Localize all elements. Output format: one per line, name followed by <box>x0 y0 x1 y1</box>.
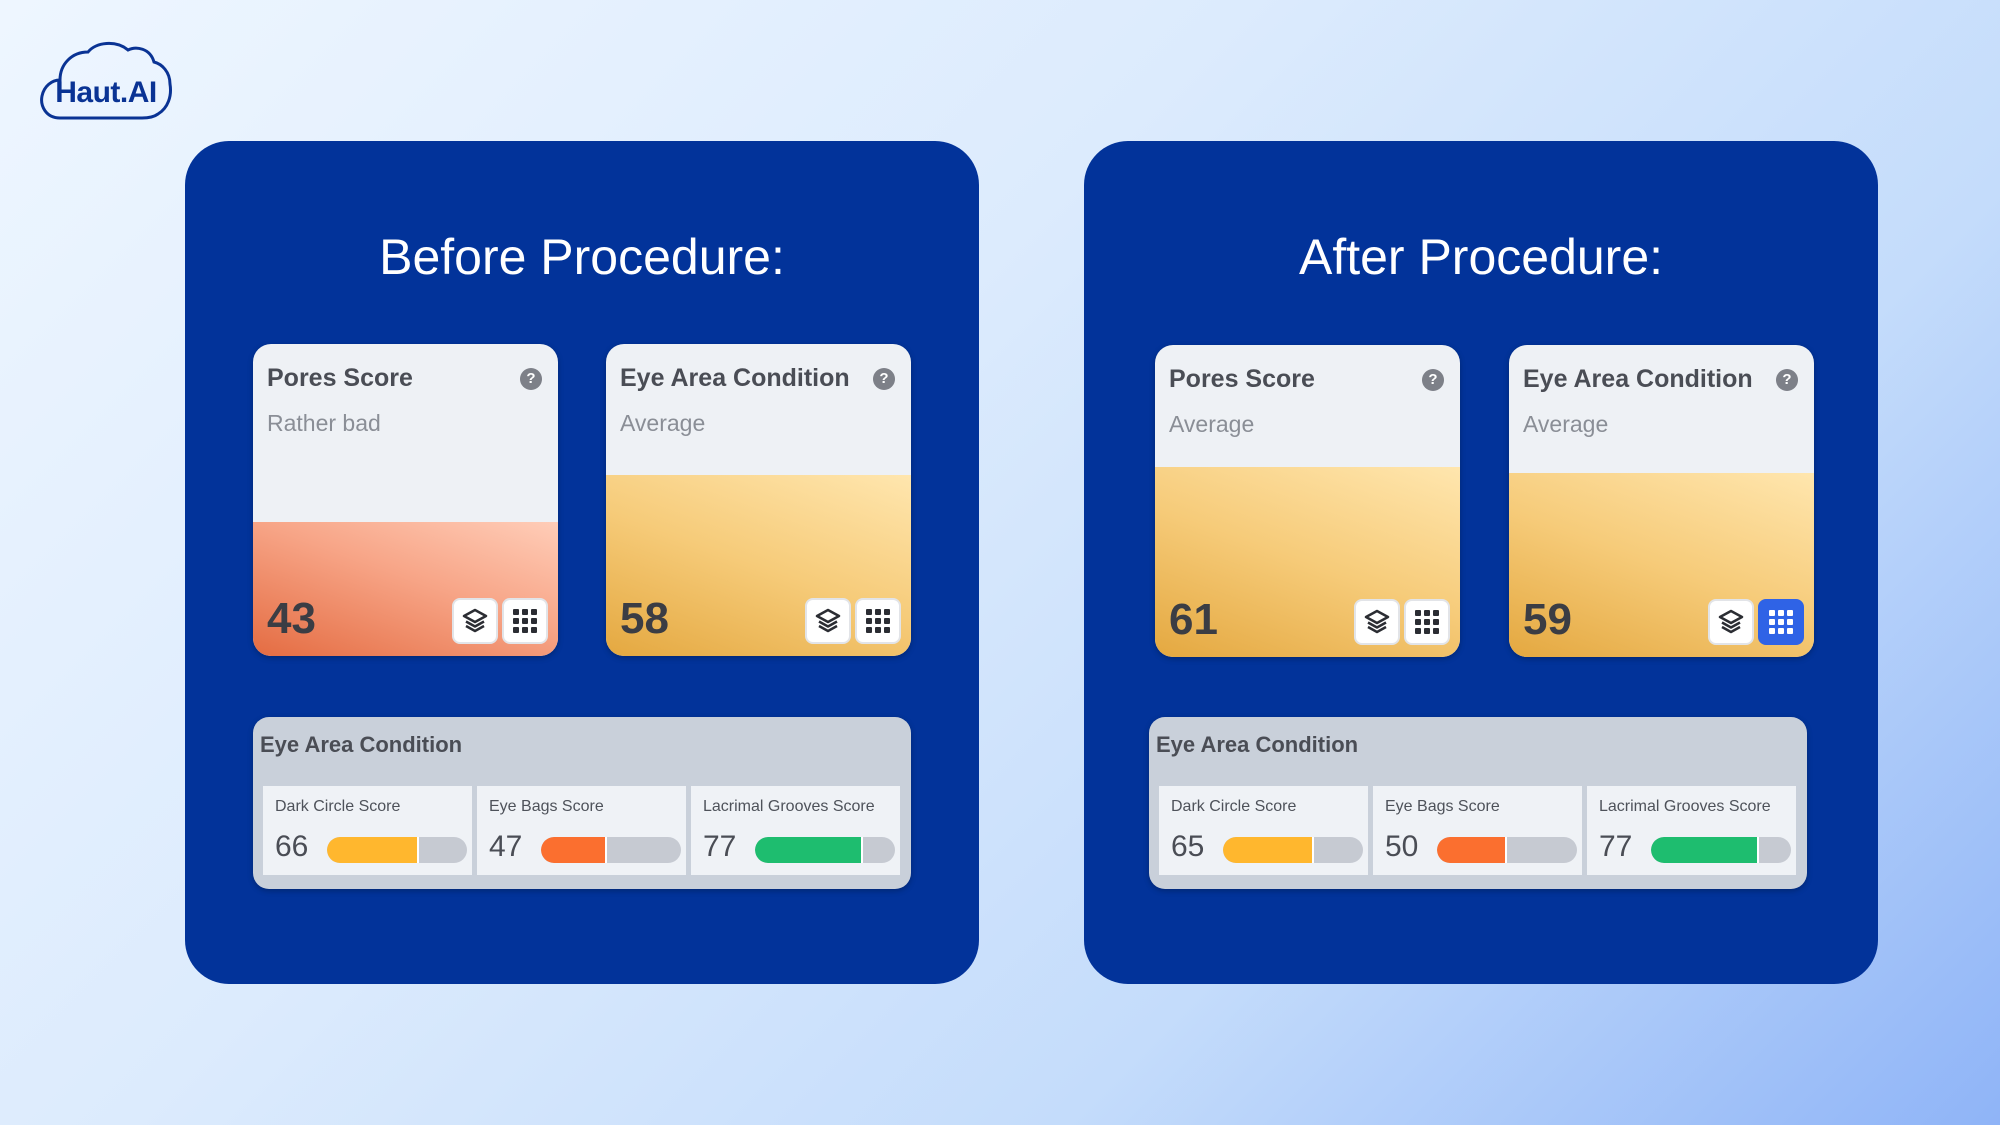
detail-title: Eye Area Condition <box>1156 732 1359 757</box>
after-procedure-panel: After Procedure: Pores Score ? Average 6… <box>1084 141 1878 984</box>
metric-label: Lacrimal Grooves Score <box>1599 798 1771 815</box>
eye-area-detail-panel: Eye Area Condition Dark Circle Score 65 … <box>1149 717 1807 889</box>
score-bar <box>755 837 895 863</box>
haut-ai-logo: Haut.AI <box>38 38 176 122</box>
grid-icon <box>1769 610 1793 634</box>
card-score: 59 <box>1523 595 1572 644</box>
lacrimal-grooves-metric: Lacrimal Grooves Score 77 <box>691 786 900 875</box>
card-title: Eye Area Condition <box>1523 365 1753 393</box>
score-bar-fill <box>327 837 420 863</box>
pores-score-card[interactable]: Pores Score ? Rather bad 43 <box>253 344 558 656</box>
grid-icon <box>1415 610 1439 634</box>
metric-label: Lacrimal Grooves Score <box>703 798 875 815</box>
cloud-icon <box>40 42 172 120</box>
metric-label: Eye Bags Score <box>1385 798 1500 815</box>
help-icon[interactable]: ? <box>520 368 542 390</box>
before-procedure-panel: Before Procedure: Pores Score ? Rather b… <box>185 141 979 984</box>
metric-value: 47 <box>489 830 523 863</box>
card-status: Average <box>620 410 706 436</box>
score-bar <box>541 837 681 863</box>
metric-value: 77 <box>1599 830 1633 863</box>
metric-label: Dark Circle Score <box>275 798 401 815</box>
grid-icon <box>866 609 890 633</box>
help-icon[interactable]: ? <box>873 368 895 390</box>
pores-score-card[interactable]: Pores Score ? Average 61 <box>1155 345 1460 657</box>
score-bar-fill <box>1651 837 1759 863</box>
card-title: Pores Score <box>1169 365 1315 393</box>
eye-area-condition-card[interactable]: Eye Area Condition ? Average 59 <box>1509 345 1814 657</box>
score-bar <box>327 837 467 863</box>
layers-icon <box>1364 609 1390 634</box>
layers-icon <box>462 608 488 633</box>
eye-area-detail-panel: Eye Area Condition Dark Circle Score 66 … <box>253 717 911 889</box>
metric-value: 65 <box>1171 830 1205 863</box>
metric-value: 66 <box>275 830 309 863</box>
metric-label: Dark Circle Score <box>1171 798 1297 815</box>
score-bar-fill <box>1223 837 1314 863</box>
card-title: Pores Score <box>267 364 413 392</box>
grid-button[interactable] <box>502 598 548 644</box>
dark-circle-metric: Dark Circle Score 65 <box>1159 786 1368 875</box>
layers-button[interactable] <box>1354 599 1400 645</box>
panel-title: Before Procedure: <box>379 229 785 285</box>
grid-button[interactable] <box>1758 599 1804 645</box>
grid-button[interactable] <box>1404 599 1450 645</box>
logo-text: Haut.AI <box>55 76 157 109</box>
help-icon[interactable]: ? <box>1776 369 1798 391</box>
card-status: Average <box>1523 411 1609 437</box>
help-icon[interactable]: ? <box>1422 369 1444 391</box>
score-bar-fill <box>1437 837 1507 863</box>
metric-value: 50 <box>1385 830 1419 863</box>
score-bar <box>1223 837 1363 863</box>
grid-button[interactable] <box>855 598 901 644</box>
metric-label: Eye Bags Score <box>489 798 604 815</box>
card-status: Rather bad <box>267 410 381 436</box>
card-score: 58 <box>620 594 669 643</box>
card-title: Eye Area Condition <box>620 364 850 392</box>
score-bar-fill <box>541 837 607 863</box>
dark-circle-metric: Dark Circle Score 66 <box>263 786 472 875</box>
metric-value: 77 <box>703 830 737 863</box>
eye-bags-metric: Eye Bags Score 50 <box>1373 786 1582 875</box>
score-bar-fill <box>755 837 863 863</box>
card-score: 43 <box>267 594 316 643</box>
layers-button[interactable] <box>805 598 851 644</box>
card-status: Average <box>1169 411 1255 437</box>
grid-icon <box>513 609 537 633</box>
score-bar <box>1651 837 1791 863</box>
score-bar <box>1437 837 1577 863</box>
layers-button[interactable] <box>452 598 498 644</box>
layers-button[interactable] <box>1708 599 1754 645</box>
eye-bags-metric: Eye Bags Score 47 <box>477 786 686 875</box>
detail-title: Eye Area Condition <box>260 732 463 757</box>
layers-icon <box>815 608 841 633</box>
lacrimal-grooves-metric: Lacrimal Grooves Score 77 <box>1587 786 1796 875</box>
card-score: 61 <box>1169 595 1218 644</box>
eye-area-condition-card[interactable]: Eye Area Condition ? Average 58 <box>606 344 911 656</box>
panel-title: After Procedure: <box>1298 229 1664 285</box>
layers-icon <box>1718 609 1744 634</box>
